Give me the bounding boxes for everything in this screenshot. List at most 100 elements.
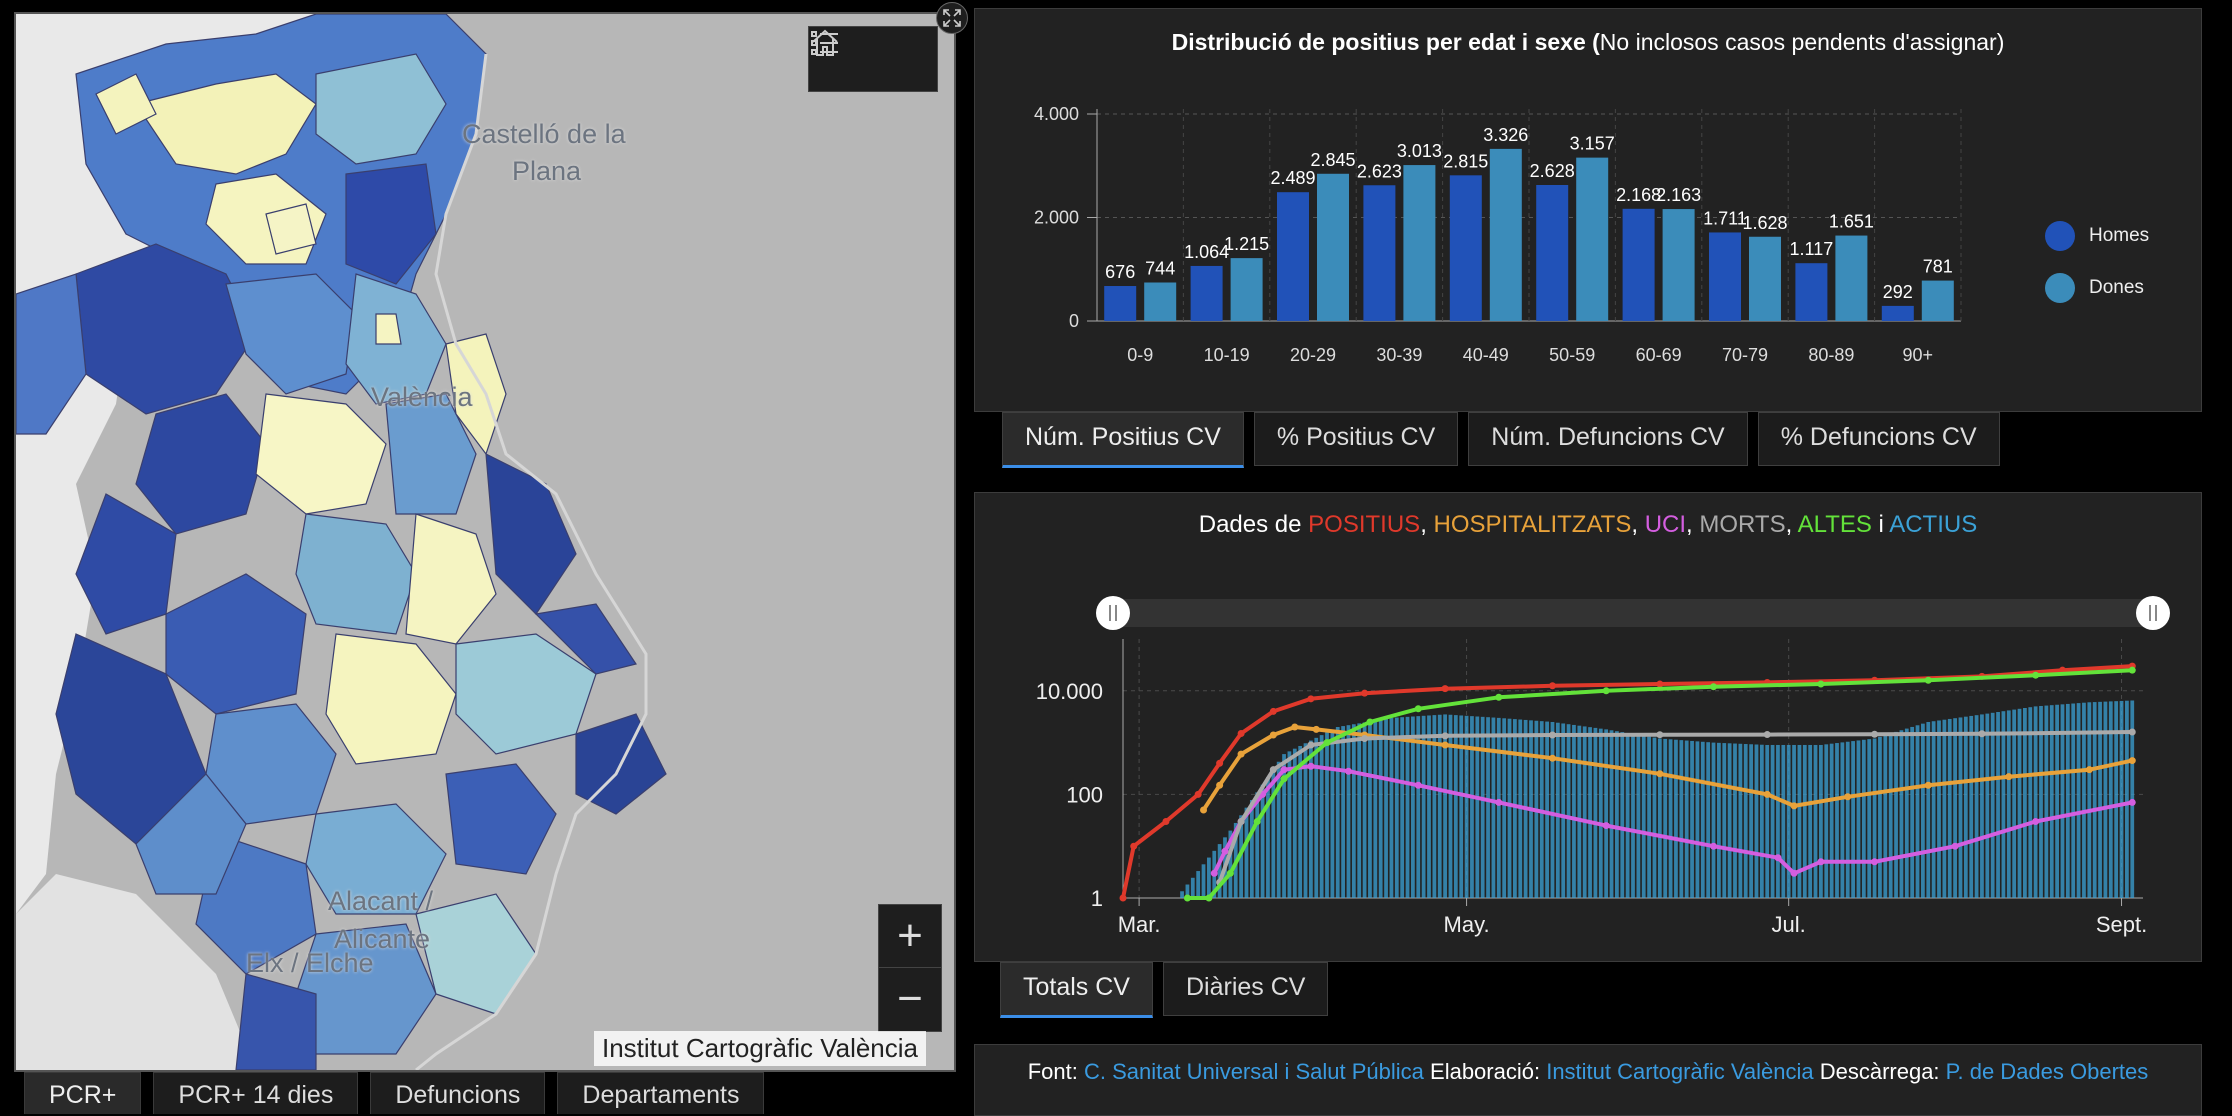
point-morts bbox=[1237, 817, 1245, 825]
bar-actius bbox=[2114, 701, 2119, 898]
bar-actius bbox=[1835, 743, 1839, 898]
tab-totals-cv[interactable]: Totals CV bbox=[1000, 962, 1153, 1018]
tab-pct-defuncions[interactable]: % Defuncions CV bbox=[1757, 412, 2000, 466]
point-altes bbox=[1817, 680, 1825, 688]
source-panel: Font: C. Sanitat Universal i Salut Públi… bbox=[974, 1044, 2202, 1116]
bar-actius bbox=[1217, 844, 1222, 898]
point-positius bbox=[1216, 759, 1224, 767]
trend-title-part: i bbox=[1871, 511, 1890, 538]
bar-actius bbox=[1453, 715, 1458, 898]
bar-actius bbox=[2060, 704, 2065, 898]
bar-value-label: 1.711 bbox=[1703, 208, 1747, 228]
municipalities[interactable] bbox=[16, 14, 667, 1070]
bar-actius bbox=[1507, 718, 1512, 898]
bar-actius bbox=[1985, 713, 1990, 898]
bar-actius bbox=[1325, 732, 1329, 898]
trend-chart-tabs: Totals CV Diàries CV bbox=[1000, 962, 1329, 1018]
point-altes bbox=[1205, 894, 1213, 902]
range-slider-left-handle[interactable] bbox=[1096, 596, 1130, 630]
age-chart-title-bold: Distribució de positius per edat i sexe … bbox=[1171, 29, 1600, 55]
bar-dones bbox=[1835, 235, 1868, 321]
age-chart-tabs: Núm. Positius CV % Positius CV Núm. Defu… bbox=[1002, 412, 2000, 468]
bar-actius bbox=[1867, 739, 1872, 898]
bar-actius bbox=[1770, 744, 1775, 898]
bar-actius bbox=[1974, 715, 1979, 898]
bar-actius bbox=[1947, 718, 1952, 898]
bar-actius bbox=[1717, 742, 1721, 898]
bar-actius bbox=[1513, 719, 1517, 898]
point-positius bbox=[1361, 689, 1369, 697]
legend-homes[interactable]: Homes bbox=[2045, 221, 2149, 251]
point-hospitalitzats bbox=[2128, 757, 2136, 765]
tab-pct-positius[interactable]: % Positius CV bbox=[1253, 412, 1459, 466]
tab-pcr-14-dies[interactable]: PCR+ 14 dies bbox=[153, 1072, 359, 1114]
bar-actius bbox=[1545, 721, 1549, 898]
bar-actius bbox=[1196, 871, 1201, 898]
tab-defuncions[interactable]: Defuncions bbox=[370, 1072, 546, 1114]
list-icon bbox=[811, 31, 838, 55]
point-morts bbox=[1978, 730, 1986, 738]
range-slider-right-handle[interactable] bbox=[2136, 596, 2170, 630]
expand-button[interactable] bbox=[936, 2, 968, 34]
tab-departaments[interactable]: Departaments bbox=[557, 1072, 765, 1114]
point-altes bbox=[1253, 817, 1261, 825]
choropleth-map[interactable]: Castelló de la Plana València Alacant / … bbox=[14, 12, 956, 1072]
point-altes bbox=[1323, 739, 1331, 747]
bar-actius bbox=[1480, 716, 1485, 898]
bar-actius bbox=[1249, 800, 1254, 898]
bar-actius bbox=[1373, 720, 1378, 898]
elab-link[interactable]: Institut Cartogràfic València bbox=[1546, 1059, 1814, 1084]
point-positius bbox=[1130, 842, 1138, 850]
bar-actius bbox=[1330, 729, 1335, 898]
point-morts bbox=[1763, 731, 1771, 739]
trend-line-chart[interactable]: 1 100 10.000 Mar. May. Jul. Sept. bbox=[975, 493, 2201, 961]
font-link[interactable]: C. Sanitat Universal i Salut Pública bbox=[1083, 1059, 1424, 1084]
layer-list-button[interactable] bbox=[811, 27, 937, 91]
trend-panel: Dades de POSITIUS, HOSPITALITZATS, UCI, … bbox=[974, 492, 2202, 962]
bar-actius bbox=[1400, 717, 1405, 898]
tab-num-defuncions[interactable]: Núm. Defuncions CV bbox=[1468, 412, 1748, 466]
bar-actius bbox=[1980, 714, 1984, 898]
tab-num-positius[interactable]: Núm. Positius CV bbox=[1002, 412, 1244, 468]
point-hospitalitzats bbox=[1269, 731, 1277, 739]
tab-diaries-cv[interactable]: Diàries CV bbox=[1162, 962, 1329, 1016]
point-morts bbox=[1656, 731, 1664, 739]
point-uci bbox=[1817, 858, 1825, 866]
map-canvas[interactable] bbox=[16, 14, 954, 1070]
point-altes bbox=[1602, 687, 1610, 695]
y-tick-label: 1 bbox=[1091, 886, 1103, 911]
point-uci bbox=[2032, 817, 2040, 825]
legend-dones-swatch bbox=[2045, 273, 2075, 303]
point-positius bbox=[1194, 790, 1202, 798]
bar-value-label: 2.628 bbox=[1530, 161, 1575, 181]
x-tick-label: Sept. bbox=[2096, 912, 2147, 937]
bar-actius bbox=[1260, 784, 1265, 898]
point-altes bbox=[1710, 683, 1718, 691]
desc-link[interactable]: P. de Dades Obertes bbox=[1945, 1059, 2149, 1084]
bar-actius bbox=[1657, 738, 1662, 898]
home-button[interactable] bbox=[809, 27, 873, 91]
bar-actius bbox=[1743, 744, 1748, 898]
point-uci bbox=[1710, 842, 1718, 850]
bar-actius bbox=[1593, 727, 1598, 898]
bar-actius bbox=[1394, 717, 1399, 898]
point-morts bbox=[2128, 728, 2136, 736]
bar-actius bbox=[1582, 726, 1587, 898]
age-sex-panel: Distribució de positius per edat i sexe … bbox=[974, 8, 2202, 412]
bar-actius bbox=[2125, 700, 2129, 898]
zoom-out-button[interactable]: − bbox=[879, 967, 941, 1030]
bar-value-label: 2.489 bbox=[1270, 168, 1315, 188]
legend-dones[interactable]: Dones bbox=[2045, 273, 2144, 303]
point-morts bbox=[1548, 731, 1556, 739]
bar-actius bbox=[1550, 721, 1555, 898]
bar-actius bbox=[1792, 744, 1796, 898]
zoom-in-button[interactable]: + bbox=[897, 911, 923, 960]
bar-actius bbox=[1384, 718, 1388, 898]
bar-value-label: 1.651 bbox=[1829, 212, 1874, 232]
bar-actius bbox=[1684, 740, 1689, 898]
bar-actius bbox=[2087, 702, 2092, 898]
tab-pcr[interactable]: PCR+ bbox=[24, 1072, 142, 1114]
bar-actius bbox=[1690, 740, 1694, 898]
point-hospitalitzats bbox=[1763, 790, 1771, 798]
bar-actius bbox=[1921, 723, 1925, 898]
